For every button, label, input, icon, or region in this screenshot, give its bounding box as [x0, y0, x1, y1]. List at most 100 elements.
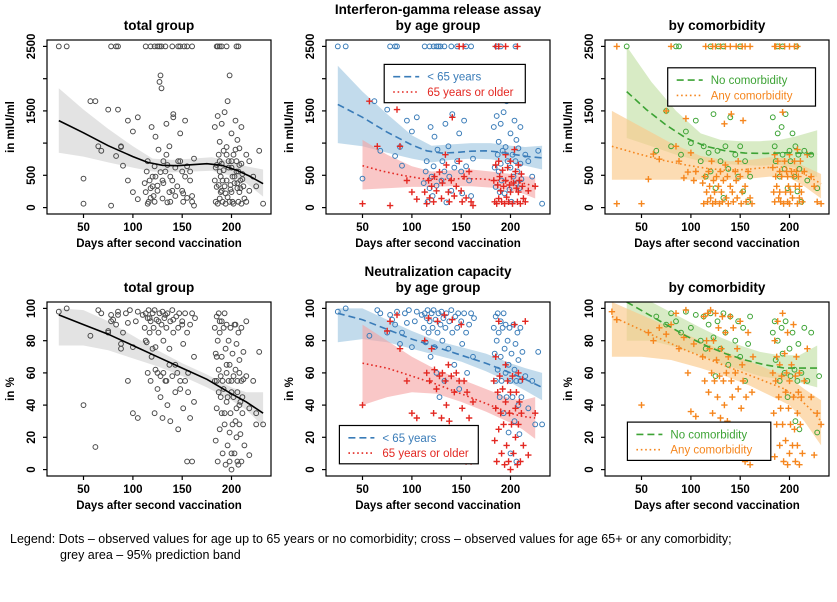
x-tick-label: 100 [402, 484, 421, 496]
panel-title: total group [124, 18, 195, 33]
legend-box [626, 421, 772, 462]
legend-box [667, 67, 817, 107]
chart-svg-neutralization-total: total group 50 100 150 200 0 20 40 60 80 100 Days a… [5, 280, 272, 512]
legend-entry-label: 65 years or older [427, 87, 513, 99]
caption-line-2: grey area – 95% prediction band [60, 547, 241, 562]
y-tick-label: 80 [584, 334, 596, 347]
y-tick-label: 20 [305, 431, 317, 444]
trend-line-0 [58, 119, 264, 185]
scatter-crosses-1 [613, 43, 825, 207]
plot-border [604, 39, 830, 215]
legend-entry-label: 65 years or older [382, 448, 468, 460]
y-tick-label: 1500 [26, 98, 38, 124]
trend-line-0 [626, 302, 818, 369]
x-tick-label: 200 [501, 484, 520, 496]
x-tick-label: 150 [452, 484, 471, 496]
y-axis-label: in mIU/ml [563, 101, 575, 153]
x-tick-label: 50 [77, 222, 90, 234]
trend-line-0 [337, 103, 543, 159]
panel-legend: < 65 years 65 years or older [338, 424, 479, 465]
y-axis-label: in mIU/ml [284, 101, 296, 153]
x-tick-label: 100 [123, 484, 142, 496]
x-tick-label: 150 [173, 484, 192, 496]
scatter-dots-0 [334, 305, 546, 465]
y-tick-label: 0 [584, 466, 596, 472]
plot-border [604, 301, 830, 477]
x-axis-label: Days after second vaccination [76, 500, 242, 512]
y-tick-label: 40 [584, 399, 596, 412]
legend-entry-label: Any comorbidity [670, 445, 752, 457]
scatter-dots-0 [55, 305, 267, 473]
y-tick-label: 1500 [584, 98, 596, 124]
chart-svg-igra-comorbidity: by comorbidity 50 100 150 200 0 500 1500 2500 Day… [563, 18, 830, 250]
plot-border [325, 301, 551, 477]
legend-entry-label: < 65 years [427, 72, 481, 84]
x-tick-label: 100 [402, 222, 421, 234]
y-tick-label: 60 [584, 367, 596, 380]
legend-entry-label: No comorbidity [711, 75, 788, 87]
prediction-band-0 [337, 65, 543, 170]
panel-legend: No comorbidity Any comorbidity [667, 67, 817, 107]
legend-box [338, 424, 479, 465]
legend-box [383, 63, 526, 104]
x-tick-label: 200 [222, 484, 241, 496]
y-tick-label: 2500 [26, 34, 38, 60]
y-tick-label: 0 [26, 466, 38, 472]
trend-line-1 [611, 315, 822, 422]
y-tick-label: 40 [26, 399, 38, 412]
y-tick-label: 100 [584, 299, 596, 318]
y-tick-label: 60 [26, 367, 38, 380]
y-tick-label: 20 [584, 431, 596, 444]
x-axis-label: Days after second vaccination [355, 500, 521, 512]
x-tick-label: 50 [635, 484, 648, 496]
x-tick-label: 200 [780, 484, 799, 496]
y-axis-label: in mIU/ml [5, 101, 17, 153]
y-tick-label: 0 [584, 204, 596, 210]
panel-title: by comorbidity [669, 280, 766, 295]
panel-igra-total-group: total group 50 100 150 200 0 500 1500 2500 Days a… [1, 0, 278, 262]
panel-legend: < 65 years 65 years or older [383, 63, 526, 104]
panel-neutralization-by-comorbidity: by comorbidity 50 100 150 200 0 20 40 60 80 100 Day… [559, 262, 836, 524]
scatter-crosses-1 [359, 43, 539, 209]
scatter-dots-0 [55, 43, 267, 209]
legend-entry-label: < 65 years [382, 433, 436, 445]
caption-line-1: Legend: Dots – observed values for age u… [10, 532, 732, 546]
legend-entry-label: No comorbidity [670, 429, 747, 441]
y-tick-label: 100 [305, 299, 317, 318]
legend-entry-label: Any comorbidity [711, 90, 793, 102]
trend-line-0 [58, 314, 264, 414]
x-tick-label: 150 [731, 484, 750, 496]
y-tick-label: 2500 [584, 34, 596, 60]
plot-border [46, 39, 272, 215]
x-tick-label: 100 [681, 484, 700, 496]
y-axis-label: in % [5, 377, 17, 401]
prediction-band-1 [362, 324, 536, 439]
panel-neutralization-by-age-group: Neutralization capacity by age group 50 100… [280, 262, 557, 524]
x-axis-label: Days after second vaccination [355, 238, 521, 250]
panel-neutralization-total-group: total group 50 100 150 200 0 20 40 60 80 100 Days a… [1, 262, 278, 524]
y-tick-label: 500 [584, 166, 596, 185]
y-tick-label: 500 [26, 166, 38, 185]
y-tick-label: 1500 [305, 98, 317, 124]
y-tick-label: 0 [305, 204, 317, 210]
y-tick-label: 2500 [305, 34, 317, 60]
prediction-band-0 [58, 308, 264, 427]
panel-title: by age group [396, 18, 481, 33]
row-title: Interferon-gamma release assay [335, 2, 542, 17]
y-tick-label: 60 [305, 367, 317, 380]
x-tick-label: 50 [77, 484, 90, 496]
y-tick-label: 100 [26, 299, 38, 318]
x-tick-label: 150 [173, 222, 192, 234]
x-tick-label: 200 [222, 222, 241, 234]
panel-igra-by-age-group: Interferon-gamma release assay by age gro… [280, 0, 557, 262]
panel-title: by comorbidity [669, 18, 766, 33]
x-tick-label: 100 [681, 222, 700, 234]
panel-title: total group [124, 280, 195, 295]
x-axis-label: Days after second vaccination [76, 238, 242, 250]
x-tick-label: 50 [356, 484, 369, 496]
figure: total group 50 100 150 200 0 500 1500 2500 Days a… [1, 0, 836, 562]
scatter-crosses-1 [608, 306, 825, 468]
plot-border [46, 301, 272, 477]
